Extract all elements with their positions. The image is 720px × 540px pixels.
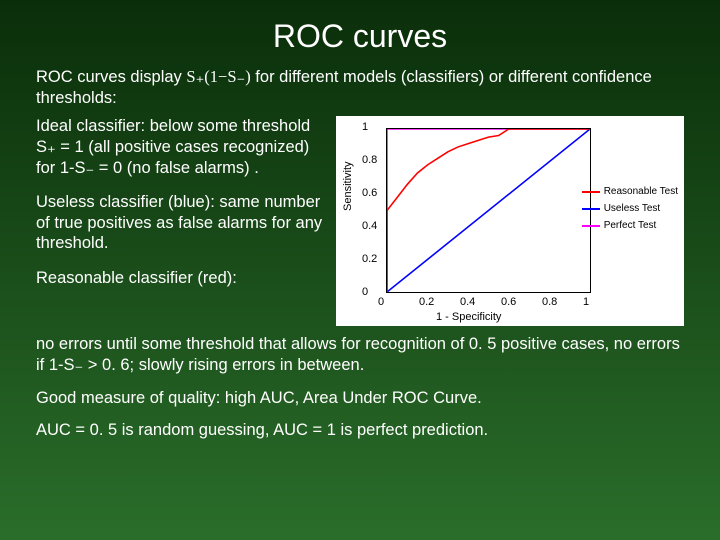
auc-paragraph-1: Good measure of quality: high AUC, Area … xyxy=(36,388,684,409)
x-axis-label: 1 - Specificity xyxy=(436,311,501,323)
legend-line-perfect xyxy=(582,225,600,227)
mid-row: Ideal classifier: below some threshold S… xyxy=(36,116,684,326)
reasonable-classifier-text: Reasonable classifier (red): xyxy=(36,268,326,289)
x-tick: 0.2 xyxy=(419,296,434,308)
roc-chart: 00.20.40.60.81 00.20.40.60.81 1 - Specif… xyxy=(336,116,684,326)
x-tick: 0.6 xyxy=(501,296,516,308)
legend-reasonable: Reasonable Test xyxy=(582,186,678,197)
page-title: ROC curves xyxy=(0,0,720,67)
plot-area xyxy=(386,128,591,293)
x-tick: 1 xyxy=(583,296,589,308)
auc-paragraph-2: AUC = 0. 5 is random guessing, AUC = 1 i… xyxy=(36,420,684,441)
x-tick: 0 xyxy=(378,296,384,308)
content-area: ROC curves display S₊(1−S₋) for differen… xyxy=(0,67,720,441)
intro-pre: ROC curves display xyxy=(36,68,186,86)
chart-svg xyxy=(387,129,590,292)
legend-label-perfect: Perfect Test xyxy=(604,220,657,231)
legend-useless: Useless Test xyxy=(582,203,678,214)
legend-label-useless: Useless Test xyxy=(604,203,661,214)
y-axis-label: Sensitivity xyxy=(342,162,354,212)
legend-line-reasonable xyxy=(582,191,600,193)
series-useless xyxy=(387,129,590,292)
errors-paragraph: no errors until some threshold that allo… xyxy=(36,334,684,375)
left-text-column: Ideal classifier: below some threshold S… xyxy=(36,116,326,326)
legend-label-reasonable: Reasonable Test xyxy=(604,186,678,197)
x-tick: 0.4 xyxy=(460,296,475,308)
intro-paragraph: ROC curves display S₊(1−S₋) for differen… xyxy=(36,67,684,108)
useless-classifier-text: Useless classifier (blue): same number o… xyxy=(36,192,326,254)
x-tick: 0.8 xyxy=(542,296,557,308)
legend-perfect: Perfect Test xyxy=(582,220,678,231)
chart-legend: Reasonable Test Useless Test Perfect Tes… xyxy=(582,186,678,237)
legend-line-useless xyxy=(582,208,600,210)
intro-expression: S₊(1−S₋) xyxy=(186,67,250,86)
ideal-classifier-text: Ideal classifier: below some threshold S… xyxy=(36,116,326,178)
